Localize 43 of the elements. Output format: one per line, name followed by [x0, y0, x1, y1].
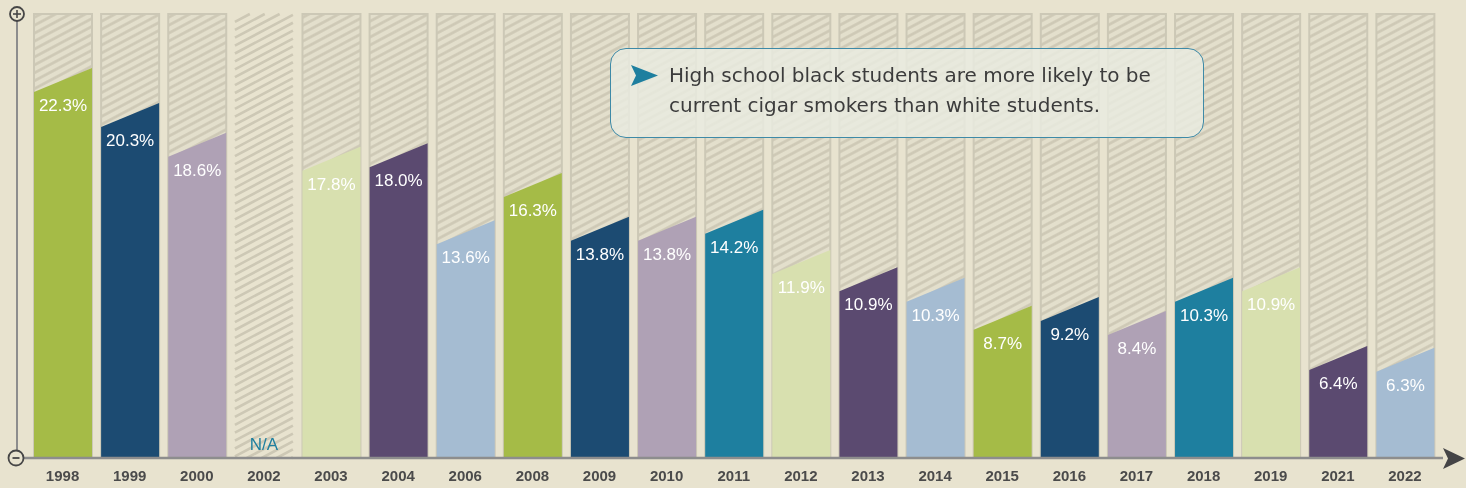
x-tick-label: 2003 [314, 466, 348, 484]
x-tick-label: 2015 [985, 466, 1019, 484]
data-label: 8.4% [1117, 339, 1157, 359]
data-label: 9.2% [1050, 325, 1090, 345]
x-tick-label: 2021 [1321, 466, 1355, 484]
data-label: 10.3% [1179, 305, 1229, 325]
text: N/A [249, 435, 279, 454]
x-tick-label: 2004 [381, 466, 416, 484]
data-label: 8.7% [983, 333, 1023, 353]
x-tick-label: 2000 [180, 466, 214, 484]
x-tick-label: 2018 [1186, 466, 1221, 484]
data-label: 14.2% [710, 237, 759, 257]
data-label: 18.6% [173, 160, 222, 180]
data-label: 22.3% [38, 96, 88, 115]
x-tick-label: 1998 [45, 466, 80, 484]
data-label: 6.4% [1318, 374, 1358, 394]
data-label: 13.8% [642, 244, 692, 264]
x-tick-label: 2011 [717, 466, 751, 484]
data-label: 10.9% [844, 295, 893, 315]
data-label: 10.3% [911, 305, 960, 325]
x-tick-label: 2016 [1052, 466, 1087, 484]
x-tick-label: 2022 [1388, 466, 1422, 484]
data-label: 18.0% [374, 171, 423, 191]
data-label: 20.3% [106, 130, 155, 150]
data-label: 10.9% [1247, 295, 1296, 315]
x-tick-label: 2019 [1254, 466, 1288, 484]
x-tick-label: 2006 [448, 466, 482, 484]
x-tick-label: 2012 [784, 466, 818, 484]
x-tick-label: 2013 [851, 466, 885, 484]
data-label: 6.3% [1386, 375, 1425, 395]
data-label: 17.8% [307, 174, 356, 194]
x-tick-label: 2008 [515, 466, 550, 484]
data-label: 13.8% [575, 244, 625, 264]
x-tick-label: 1999 [112, 466, 147, 484]
data-label: 16.3% [508, 200, 557, 220]
x-tick-label: 2009 [582, 466, 617, 484]
x-tick-label: 2002 [247, 466, 281, 484]
x-tick-label: 2017 [1119, 466, 1154, 484]
annotation: High school black students are more likely to be current cigar smokers than white students. [669, 62, 1152, 119]
x-tick-label: 2010 [649, 466, 684, 484]
data-label: 13.6% [441, 248, 490, 268]
x-tick-label: 2014 [918, 466, 953, 484]
data-label: 11.9% [777, 277, 825, 297]
